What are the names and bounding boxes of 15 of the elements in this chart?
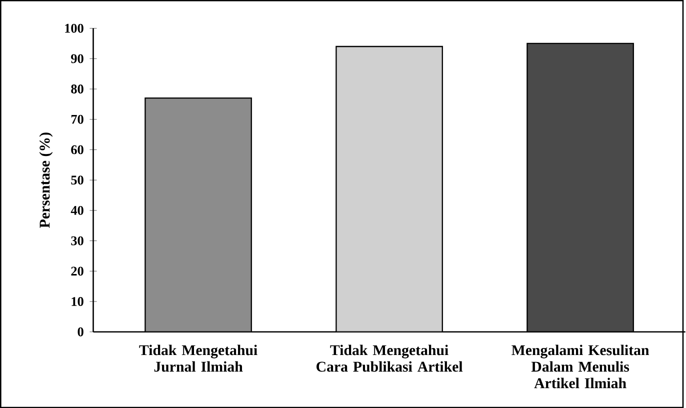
x-tick-label: Mengalami Kesulitan Dalam Menulis Artikel Ilmiah (512, 344, 650, 388)
y-tick-label: 20 (71, 266, 84, 276)
y-tick-label: 90 (71, 54, 84, 64)
x-tick-label: Tidak Mengetahui Jurnal Ilmiah (139, 344, 258, 372)
y-tick-label: 0 (78, 327, 84, 336)
y-tick-label: 100 (65, 24, 84, 33)
y-tick-label: 10 (72, 296, 84, 306)
y-tick-label: 30 (71, 236, 84, 246)
y-axis-title: Persentase (%) (39, 132, 53, 228)
y-tick-label: 60 (71, 145, 84, 154)
y-tick-label: 80 (71, 84, 84, 94)
y-tick-label: 70 (71, 114, 84, 124)
y-tick-label: 40 (70, 206, 84, 215)
y-tick-label: 50 (71, 176, 84, 184)
x-tick-label: Tidak Mengetahui Cara Publikasi Artikel (316, 344, 463, 372)
